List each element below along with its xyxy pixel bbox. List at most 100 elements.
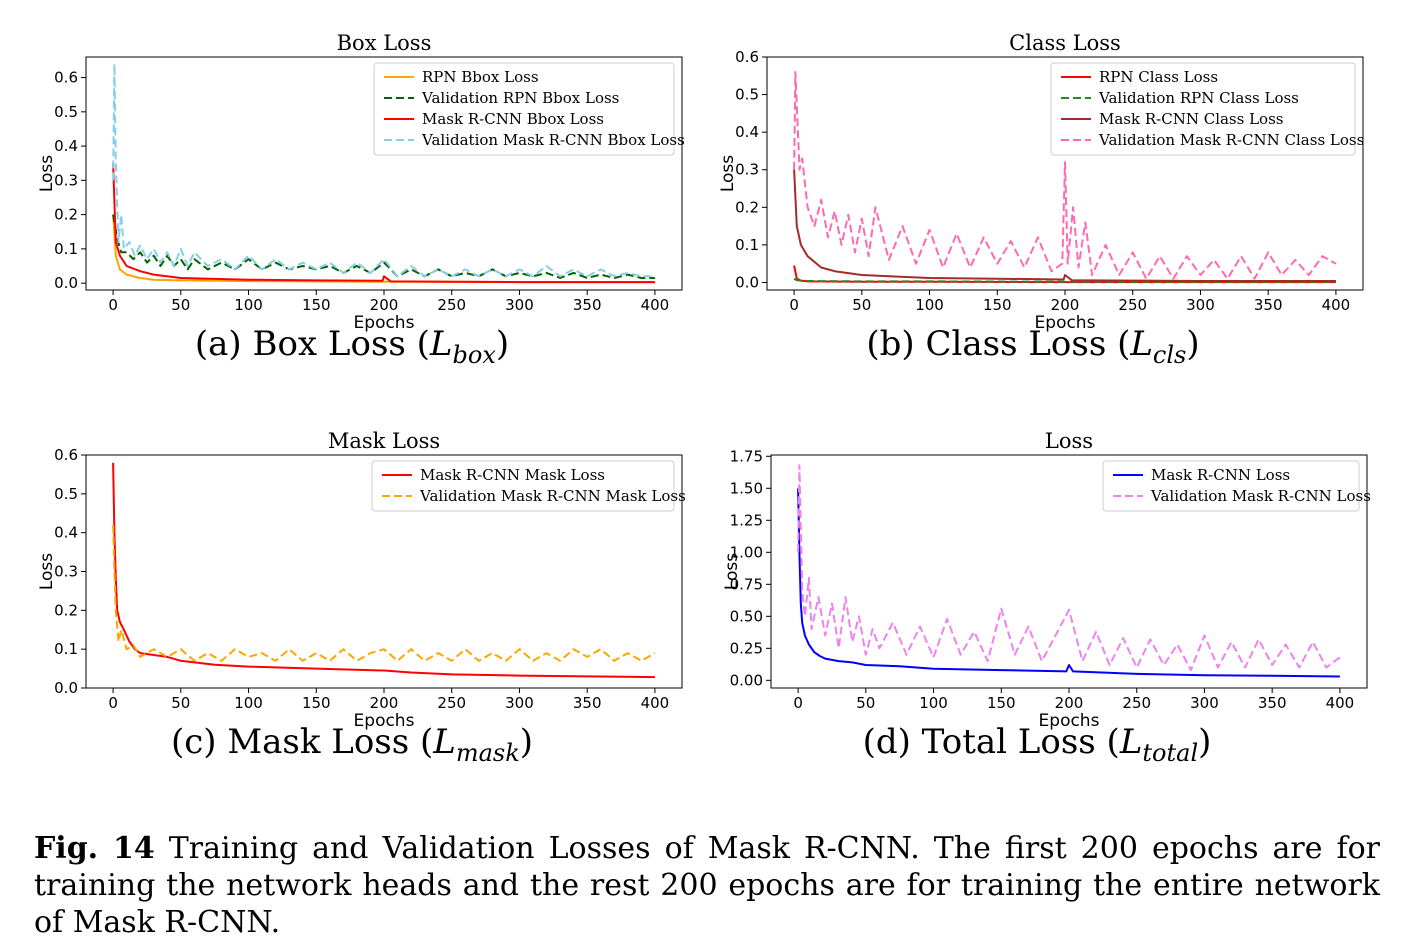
y-tick-label: 0.6: [54, 69, 78, 87]
series-line: [112, 462, 655, 679]
x-tick-label: 150: [983, 296, 1012, 314]
x-tick-label: 50: [852, 296, 871, 314]
y-tick-label: 0.0: [735, 273, 759, 291]
subcaption-prefix: (a) Box Loss (: [194, 324, 430, 364]
subcaption-suffix: ): [1186, 324, 1200, 364]
x-tick-label: 50: [171, 296, 190, 314]
x-tick-label: 200: [1051, 296, 1080, 314]
chart-mask-loss: Mask Loss 0 50 100 150 200 250 300 350 400 0.0 0.1 0…: [37, 429, 686, 731]
y-tick-label: 0.5: [54, 103, 78, 121]
y-tick-label: 0.6: [735, 48, 759, 66]
chart-title: Mask Loss: [328, 429, 440, 453]
y-tick-label: 1.75: [730, 447, 763, 465]
x-tick-label: 250: [1122, 694, 1151, 712]
y-tick-label: 0.50: [730, 607, 763, 625]
x-tick-label: 100: [234, 694, 263, 712]
series-line: [112, 163, 655, 284]
y-tick-label: 1.00: [730, 543, 763, 561]
x-tick-label: 200: [370, 694, 399, 712]
legend-label: RPN Bbox Loss: [422, 68, 539, 86]
caption-label: Fig. 14: [34, 831, 155, 866]
subcaption-sub: mask: [455, 738, 520, 767]
y-tick-label: 0.0: [54, 274, 78, 292]
y-tick-label: 0.1: [54, 640, 78, 658]
subcaption-box-loss: (a) Box Loss (Lbox): [0, 324, 704, 369]
subcaption-var: L: [429, 324, 453, 364]
series-group: [797, 464, 1341, 678]
series-line: [112, 62, 655, 278]
x-tick-label: 400: [1322, 296, 1351, 314]
x-tick-label: 350: [1254, 296, 1283, 314]
legend-label: Validation Mask R-CNN Bbox Loss: [421, 131, 685, 149]
subcaption-suffix: ): [495, 324, 510, 364]
y-tick-label: 0.3: [54, 171, 78, 189]
x-tick-label: 300: [1186, 296, 1215, 314]
x-tick-label: 50: [856, 694, 875, 712]
series-group: [112, 62, 655, 284]
legend-box: [371, 460, 675, 512]
legend-label: Validation RPN Class Loss: [1098, 89, 1299, 107]
chart-box-loss: Box Loss 0 50 100 150 200 250 300 350 400 0.0 0.1 0.…: [37, 31, 685, 333]
x-tick-label: 400: [1326, 694, 1355, 712]
chart-title: Loss: [1045, 429, 1093, 453]
figure-caption: Fig. 14 Training and Validation Losses of…: [34, 830, 1380, 941]
x-tick-label: 300: [1190, 694, 1219, 712]
subcaption-var: L: [1130, 324, 1153, 364]
legend-label: Validation Mask R-CNN Mask Loss: [419, 487, 686, 505]
x-tick-label: 0: [793, 694, 803, 712]
legend-label: Mask R-CNN Loss: [1151, 466, 1290, 484]
x-tick-label: 250: [437, 296, 466, 314]
x-axis-label: Epochs: [354, 313, 415, 333]
x-tick-label: 250: [1118, 296, 1147, 314]
y-tick-label: 0.3: [735, 161, 759, 179]
x-tick-label: 100: [234, 296, 263, 314]
subcaption-sub: total: [1142, 738, 1199, 767]
subcaption-class-loss: (b) Class Loss (Lcls): [681, 324, 1385, 369]
series-line: [112, 214, 655, 279]
legend-label: Validation RPN Bbox Loss: [421, 89, 619, 107]
x-tick-label: 150: [987, 694, 1016, 712]
series-group: [793, 71, 1337, 284]
x-tick-label: 400: [641, 694, 670, 712]
y-tick-label: 1.50: [730, 479, 763, 497]
subcaption-suffix: ): [519, 722, 534, 762]
series-line: [797, 488, 1340, 678]
y-tick-label: 0.1: [54, 240, 78, 258]
subcaption-var: L: [433, 722, 456, 762]
x-tick-label: 300: [505, 694, 534, 712]
chart-title: Class Loss: [1009, 31, 1121, 55]
series-line: [797, 464, 1341, 672]
y-tick-label: 0.4: [735, 123, 759, 141]
x-axis-label: Epochs: [354, 711, 415, 731]
x-axis-label: Epochs: [1035, 313, 1096, 333]
subcaption-prefix: (b) Class Loss (: [866, 324, 1131, 364]
y-tick-label: 0.2: [54, 206, 78, 224]
legend-label: Validation Mask R-CNN Class Loss: [1098, 131, 1364, 149]
chart-class-loss: Class Loss 0 50 100 150 200 250 300 350 400 0.0 0.1…: [718, 31, 1364, 333]
plot-frame: [770, 454, 1368, 689]
x-tick-label: 100: [915, 296, 944, 314]
x-tick-label: 0: [108, 296, 118, 314]
legend-label: RPN Class Loss: [1099, 68, 1218, 86]
plot-frame: [85, 454, 683, 689]
y-tick-label: 0.1: [735, 236, 759, 254]
subcaption-prefix: (c) Mask Loss (: [170, 722, 434, 762]
y-tick-label: 0.0: [54, 679, 78, 697]
legend-label: Mask R-CNN Class Loss: [1099, 110, 1283, 128]
subcaption-sub: cls: [1152, 340, 1187, 369]
panel-box-loss: Box Loss 0 50 100 150 200 250 300 350 400 0.0 0.1 0.…: [0, 0, 704, 400]
panel-class-loss: Class Loss 0 50 100 150 200 250 300 350 400 0.0 0.1…: [681, 0, 1385, 400]
y-tick-label: 0.2: [735, 198, 759, 216]
y-tick-label: 0.2: [54, 601, 78, 619]
legend-label: Mask R-CNN Bbox Loss: [422, 110, 604, 128]
chart-title: Box Loss: [337, 31, 432, 55]
y-tick-label: 0.4: [54, 524, 78, 542]
x-axis-label: Epochs: [1039, 711, 1100, 731]
panel-mask-loss: Mask Loss 0 50 100 150 200 250 300 350 400 0.0 0.1 0…: [0, 398, 704, 798]
y-tick-label: 1.25: [730, 511, 763, 529]
y-tick-label: 0.00: [730, 671, 763, 689]
y-tick-label: 0.5: [54, 485, 78, 503]
series-line: [793, 71, 1337, 280]
x-tick-label: 250: [437, 694, 466, 712]
chart-total-loss: Loss 0 50 100 150 200 250 300 350 400 0.00 0.25 0.50…: [722, 429, 1371, 731]
